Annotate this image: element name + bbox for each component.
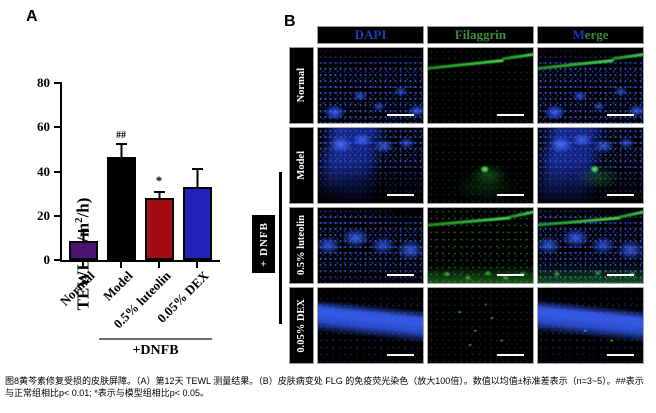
scale-bar xyxy=(387,113,414,116)
column-header-text: DAPI xyxy=(354,27,387,42)
scale-bar xyxy=(497,193,524,196)
error-bar xyxy=(115,142,127,159)
bar-chart: TEWL (g/m2/h) +DNFB 020406080NormalModel… xyxy=(37,75,220,358)
micrograph-lut-merge xyxy=(537,207,644,284)
micrograph-dex-dapi xyxy=(317,287,424,364)
y-axis-tick-label: 60 xyxy=(37,119,50,135)
micrograph-dex-flg xyxy=(427,287,534,364)
scale-bar xyxy=(607,353,634,356)
scale-bar xyxy=(497,353,524,356)
dnfb-badge-label: + DNFB xyxy=(257,221,270,267)
y-axis-tick xyxy=(54,170,62,173)
column-header-merge: Merge xyxy=(537,26,644,44)
panel-b-label: B xyxy=(284,13,296,30)
y-axis-tick xyxy=(54,214,62,217)
dnfb-bracket-line xyxy=(279,172,282,324)
y-axis-tick-label: 0 xyxy=(43,252,51,267)
column-header-flg: Filaggrin xyxy=(427,26,534,44)
micrograph-normal-merge xyxy=(537,47,644,124)
micrograph-dex-merge xyxy=(537,287,644,364)
filaggrin-surface-line xyxy=(538,58,614,71)
micrograph-lut-flg xyxy=(427,207,534,284)
filaggrin-surface-line2 xyxy=(617,210,643,220)
chart-bar xyxy=(106,157,136,260)
figure-caption: 图8黄芩素修复受损的皮肤屏障。（A）第12天 TEWL 测量结果。（B）皮肤病变… xyxy=(5,376,644,398)
filaggrin-surface-line2 xyxy=(507,210,533,220)
micrograph-model-dapi xyxy=(317,127,424,204)
scale-bar xyxy=(607,193,634,196)
micrograph-normal-dapi xyxy=(317,47,424,124)
dnfb-badge: + DNFB xyxy=(252,215,275,273)
x-axis-tick xyxy=(158,262,160,268)
scale-bar xyxy=(607,273,634,276)
y-axis-tick xyxy=(54,259,62,261)
column-header-dapi: DAPI xyxy=(317,26,424,44)
filaggrin-surface-line2 xyxy=(501,52,533,61)
row-label-model: Model xyxy=(289,127,314,204)
row-label-text: Model xyxy=(296,151,307,180)
row-label-text: 0.05% DEX xyxy=(296,298,307,353)
micrograph-lut-dapi xyxy=(317,207,424,284)
filaggrin-surface-line xyxy=(538,216,621,227)
scale-bar xyxy=(387,273,414,276)
panel-a-label: A xyxy=(26,8,38,25)
column-header-text: Filaggrin xyxy=(454,27,507,42)
scale-bar xyxy=(607,113,634,116)
micrograph-model-flg xyxy=(427,127,534,204)
scale-bar xyxy=(497,113,524,116)
y-axis-tick-label: 80 xyxy=(37,75,50,90)
micrograph-normal-flg xyxy=(427,47,534,124)
error-bar xyxy=(191,168,203,188)
chart-bar xyxy=(182,187,212,260)
x-axis-tick xyxy=(82,262,84,268)
panel-a: A TEWL (g/m2/h) +DNFB 020406080NormalMod… xyxy=(0,0,260,376)
row-label-lut: 0.5% luteolin xyxy=(289,207,314,284)
y-axis-tick xyxy=(54,82,62,84)
error-bar xyxy=(77,230,89,243)
significance-mark: ## xyxy=(116,129,126,141)
filaggrin-surface-line xyxy=(428,58,504,71)
micrograph-grid: DAPI Filaggrin Merge Normal Model 0.5% luteol… xyxy=(289,26,644,364)
x-axis-tick xyxy=(120,262,122,268)
error-bar xyxy=(153,190,165,200)
column-header-text: M xyxy=(572,27,585,42)
scale-bar xyxy=(387,353,414,356)
scale-bar xyxy=(497,273,524,276)
filaggrin-surface-line2 xyxy=(611,52,643,61)
micrograph-model-merge xyxy=(537,127,644,204)
row-label-dex: 0.05% DEX xyxy=(289,287,314,364)
scale-bar xyxy=(387,193,414,196)
row-label-text: 0.5% luteolin xyxy=(296,215,307,276)
y-axis-tick xyxy=(54,126,62,129)
filaggrin-surface-line xyxy=(428,216,511,227)
grid-corner xyxy=(289,26,314,44)
column-header-text: erge xyxy=(584,27,609,42)
significance-mark: * xyxy=(155,172,163,188)
row-label-normal: Normal xyxy=(289,47,314,124)
y-axis-tick-label: 20 xyxy=(37,207,50,223)
dnfb-group-line xyxy=(99,338,212,340)
dnfb-group-label: +DNFB xyxy=(132,343,179,358)
x-axis-tick xyxy=(196,262,198,268)
row-label-text: Normal xyxy=(296,68,307,103)
y-axis-tick-label: 40 xyxy=(37,163,50,179)
panel-b: B DAPI Filaggrin Merge Normal Model 0.5% lute… xyxy=(252,13,644,364)
